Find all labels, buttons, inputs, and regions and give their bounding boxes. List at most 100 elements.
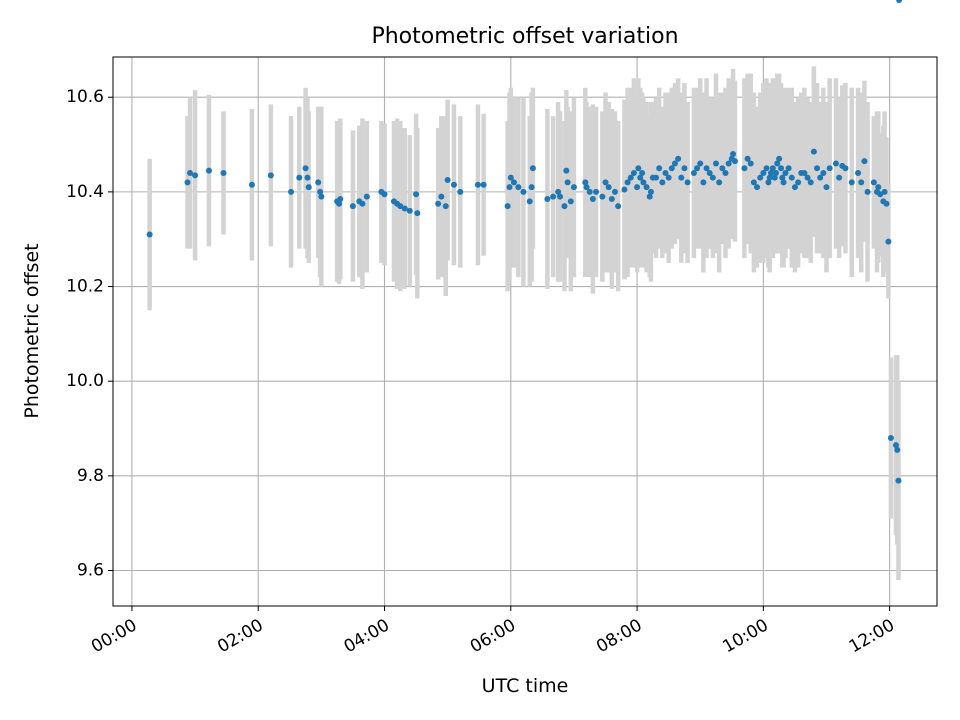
data-point	[694, 165, 701, 172]
data-point	[504, 203, 511, 210]
data-point	[791, 184, 798, 191]
data-point	[832, 160, 839, 167]
data-point	[438, 193, 445, 200]
data-point	[885, 238, 892, 245]
data-point	[555, 188, 562, 195]
data-point	[760, 169, 767, 176]
data-point	[635, 165, 642, 172]
data-point	[317, 188, 324, 195]
data-point	[703, 165, 710, 172]
data-point	[817, 174, 824, 181]
x-axis-label: UTC time	[482, 675, 569, 697]
data-point	[662, 169, 669, 176]
data-point	[757, 174, 764, 181]
data-point	[671, 160, 678, 167]
data-point	[864, 188, 871, 195]
data-point	[336, 200, 343, 207]
y-tick-label: 10.2	[66, 277, 104, 297]
data-point	[767, 169, 774, 176]
data-point	[302, 165, 309, 172]
data-point	[892, 442, 899, 449]
data-point	[634, 184, 641, 191]
data-point	[883, 200, 890, 207]
data-point	[741, 165, 748, 172]
data-point	[363, 193, 370, 200]
data-point	[480, 181, 487, 188]
data-point	[697, 160, 704, 167]
data-point	[842, 165, 849, 172]
plot-frame	[112, 56, 938, 607]
data-point	[288, 188, 295, 195]
data-point	[457, 188, 464, 195]
data-point	[639, 169, 646, 176]
data-point	[615, 203, 622, 210]
y-tick-label: 10.0	[66, 371, 104, 391]
data-point	[337, 195, 344, 202]
data-point	[700, 179, 707, 186]
data-point	[647, 188, 654, 195]
data-point	[267, 172, 274, 179]
data-point	[690, 169, 697, 176]
data-point	[678, 174, 685, 181]
data-point	[713, 160, 720, 167]
data-point	[442, 203, 449, 210]
data-point	[630, 169, 637, 176]
data-point	[515, 184, 522, 191]
data-point	[526, 198, 533, 205]
data-point	[653, 174, 660, 181]
data-point	[747, 160, 754, 167]
data-point	[780, 179, 787, 186]
data-point	[602, 179, 609, 186]
data-point	[779, 174, 786, 181]
data-point	[315, 179, 322, 186]
data-point	[681, 165, 688, 172]
data-point	[719, 165, 726, 172]
data-point	[637, 174, 644, 181]
data-point	[184, 179, 191, 186]
data-point	[187, 169, 194, 176]
data-point	[406, 207, 413, 214]
data-point	[887, 434, 894, 441]
data-point	[684, 179, 691, 186]
data-point	[646, 193, 653, 200]
data-point	[381, 191, 388, 198]
data-point	[397, 203, 404, 210]
data-point	[776, 155, 783, 162]
data-point	[716, 179, 723, 186]
data-point	[435, 200, 442, 207]
data-point	[528, 184, 535, 191]
data-point	[640, 179, 647, 186]
data-point	[823, 184, 830, 191]
y-tick-label: 9.6	[77, 561, 104, 581]
data-point	[304, 174, 311, 181]
data-point	[248, 181, 255, 188]
data-point	[589, 195, 596, 202]
data-point	[359, 200, 366, 207]
data-point	[836, 174, 843, 181]
data-point	[205, 167, 212, 174]
data-point	[414, 210, 421, 217]
data-point	[763, 165, 770, 172]
data-point	[401, 205, 408, 212]
data-point	[557, 193, 564, 200]
data-point	[804, 174, 811, 181]
data-point	[730, 151, 737, 158]
data-point	[474, 181, 481, 188]
data-points	[146, 0, 903, 484]
data-point	[627, 174, 634, 181]
data-point	[529, 165, 536, 172]
data-point	[877, 191, 884, 198]
data-point	[848, 179, 855, 186]
data-point	[570, 184, 577, 191]
data-point	[450, 181, 457, 188]
data-point	[599, 193, 606, 200]
data-point	[855, 169, 862, 176]
data-point	[582, 179, 589, 186]
y-tick-label: 10.4	[66, 182, 104, 202]
data-point	[510, 179, 517, 186]
data-point	[858, 179, 865, 186]
data-point	[785, 165, 792, 172]
data-point	[564, 179, 571, 186]
data-point	[550, 193, 557, 200]
data-point	[621, 186, 628, 193]
